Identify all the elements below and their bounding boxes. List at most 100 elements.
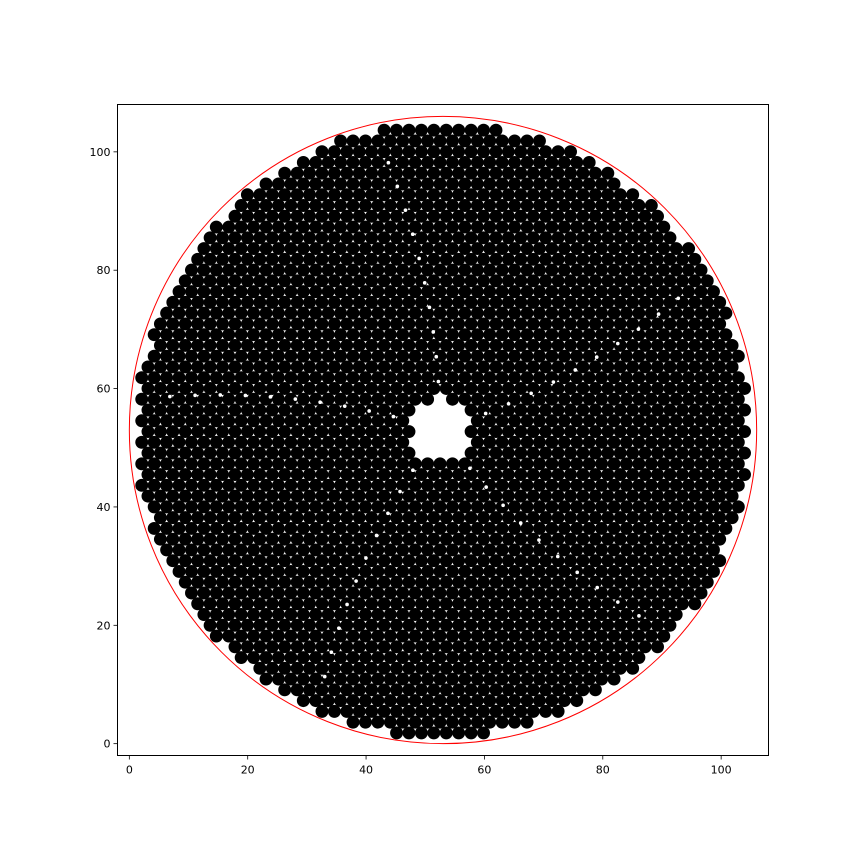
particle-point [172,285,186,299]
particle-point [651,511,664,525]
particle-point [327,489,341,503]
particle-point [185,371,198,385]
particle-point [588,618,602,632]
particle-point [458,672,472,686]
particle-point [203,554,217,568]
particle-point [663,338,677,352]
particle-point [147,500,161,514]
particle-point [259,349,273,363]
particle-point [253,575,267,589]
particle-point [713,468,727,482]
particle-point [477,274,491,288]
particle-point [582,672,596,686]
particle-point [321,220,335,234]
particle-point [539,425,553,438]
particle-point [421,156,435,169]
particle-point [595,328,609,342]
particle-point [327,166,341,180]
particle-point [209,457,223,471]
particle-point [178,317,192,331]
particle-point [539,145,553,159]
particle-point [526,209,540,223]
particle-point [278,231,292,245]
particle-point [533,414,546,428]
particle-point [197,478,211,492]
particle-point [439,468,453,482]
particle-point [383,672,397,686]
particle-point [477,597,491,611]
particle-point [191,468,205,482]
particle-point [290,468,304,482]
particle-point [383,306,397,320]
packing-defect [243,393,248,398]
particle-point [278,382,292,395]
particle-point [489,425,503,438]
particle-point [582,349,596,363]
particle-point [452,554,466,568]
packing-defect [468,466,472,471]
particle-point [359,565,372,578]
particle-point [303,661,317,675]
particle-point [390,403,404,417]
particle-point [570,199,584,212]
particle-point [408,565,422,578]
particle-point [334,156,348,169]
particle-point [570,177,584,191]
particle-point [334,414,348,428]
particle-point [296,306,310,320]
particle-point [452,145,466,159]
particle-point [135,435,149,449]
particle-point [421,328,435,342]
particle-point [365,425,379,438]
particle-point [439,382,453,395]
particle-point [477,209,491,223]
particle-point [595,306,609,320]
particle-point [334,521,348,535]
particle-point [576,338,590,352]
particle-point [669,500,683,514]
particle-point [588,511,602,525]
particle-point [557,285,571,299]
particle-point [433,263,447,277]
particle-point [663,597,677,611]
particle-point [520,500,534,514]
particle-point [259,285,273,299]
particle-point [383,629,397,643]
particle-point [707,500,720,514]
particle-point [632,457,646,471]
particle-point [495,586,509,600]
particle-point [296,328,310,342]
particle-point [402,597,416,611]
particle-point [651,575,664,589]
particle-point [334,457,348,471]
particle-point [520,242,534,256]
particle-point [303,252,317,266]
particle-point [557,543,571,557]
particle-point [185,306,198,320]
particle-point [545,285,559,299]
particle-point [613,618,627,632]
particle-point [613,317,627,331]
particle-point [216,295,230,309]
particle-point [458,457,472,471]
particle-point [489,468,503,482]
particle-point [309,414,323,428]
particle-point [526,618,540,632]
particle-point [520,220,534,234]
particle-point [464,446,478,460]
particle-point [477,382,491,395]
particle-point [495,543,509,557]
particle-point [489,683,503,697]
particle-point [458,156,472,169]
particle-point [632,565,646,578]
particle-point [539,403,553,417]
particle-point [452,166,466,180]
particle-point [595,565,609,578]
particle-point [657,457,671,471]
particle-point [514,166,528,180]
particle-point [545,565,559,578]
particle-point [290,532,304,546]
particle-point [359,586,372,600]
particle-point [346,435,360,449]
particle-point [265,360,279,374]
